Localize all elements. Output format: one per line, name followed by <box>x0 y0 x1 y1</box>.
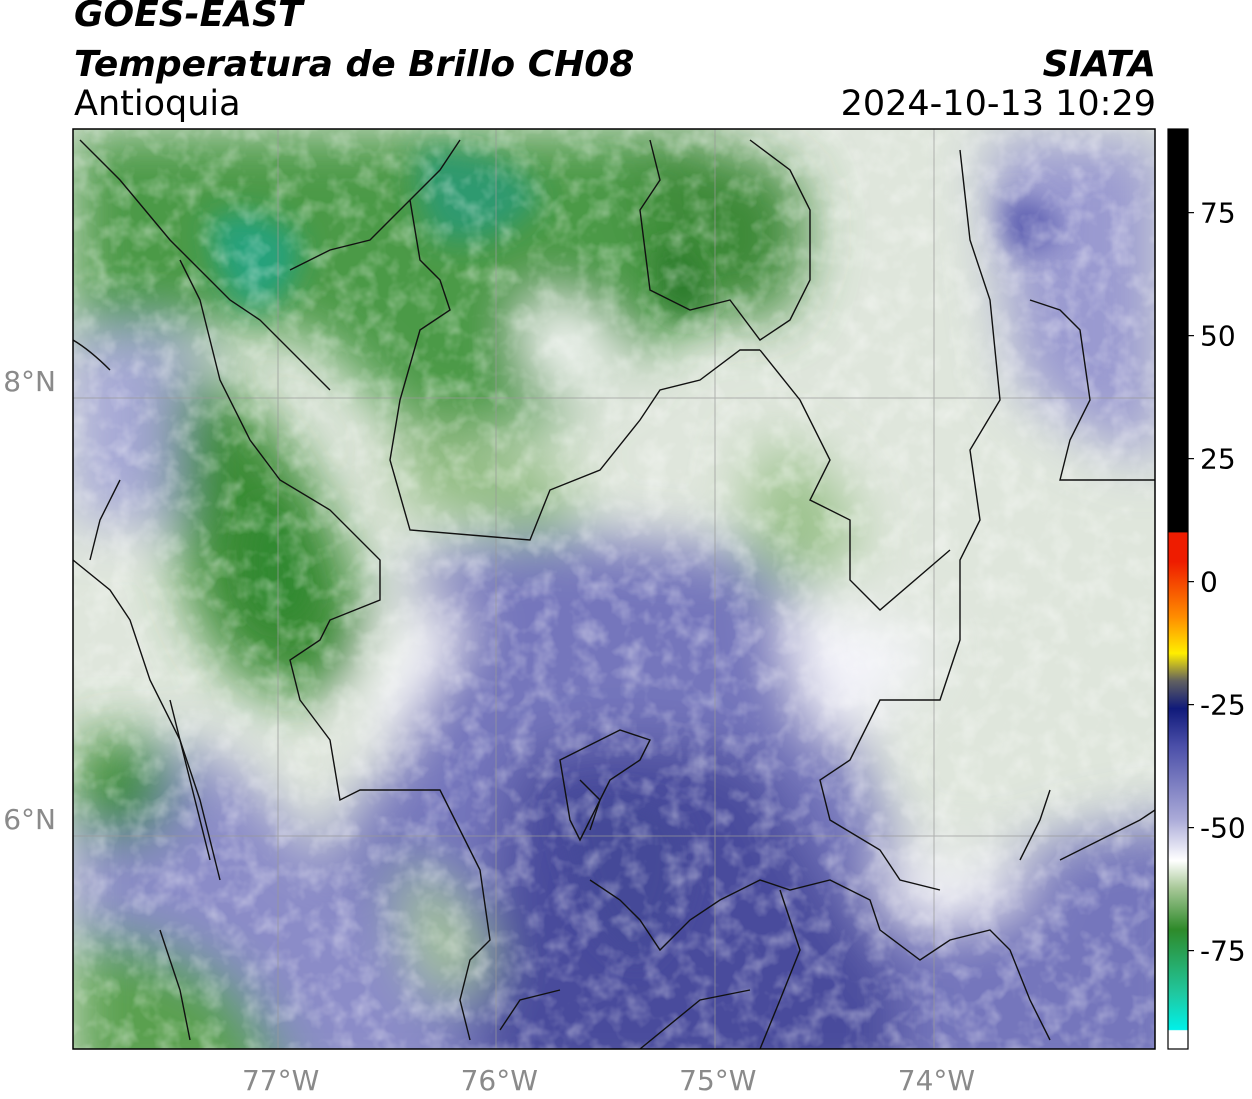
satellite-title: GOES-EAST <box>74 0 303 35</box>
graticule <box>73 129 1155 1049</box>
latitude-axis: 8°N 6°N <box>3 365 56 836</box>
colorbar: 75 50 25 0 -25 -50 -75 <box>1167 128 1246 1050</box>
lon-tick-label: 74°W <box>898 1064 975 1097</box>
colorbar-gradient <box>1168 129 1188 1049</box>
region-label: Antioquia <box>74 84 241 124</box>
colorbar-tick-label: -50 <box>1200 812 1246 845</box>
boundaries <box>73 139 1155 1049</box>
longitude-axis: 77°W 76°W 75°W 74°W <box>242 1064 975 1097</box>
organization-label: SIATA <box>1042 44 1156 85</box>
colorbar-tick-label: 50 <box>1200 320 1236 353</box>
colorbar-tick-label: 25 <box>1200 443 1236 476</box>
lat-tick-label: 6°N <box>3 803 56 836</box>
timestamp-label: 2024-10-13 10:29 <box>840 84 1156 124</box>
lon-tick-label: 76°W <box>461 1064 538 1097</box>
lon-tick-label: 77°W <box>242 1064 319 1097</box>
colorbar-tick-label: 75 <box>1200 197 1236 230</box>
colorbar-tick-label: -25 <box>1200 689 1246 722</box>
colorbar-tick-label: 0 <box>1200 566 1218 599</box>
lat-tick-label: 8°N <box>3 365 56 398</box>
colorbar-frame <box>1167 128 1189 1050</box>
colorbar-tick-label: -75 <box>1200 935 1246 968</box>
lon-tick-label: 75°W <box>679 1064 756 1097</box>
product-title: Temperatura de Brillo CH08 <box>74 44 635 85</box>
brightness-temperature-field <box>73 129 1155 1049</box>
map-frame <box>72 128 1156 1050</box>
